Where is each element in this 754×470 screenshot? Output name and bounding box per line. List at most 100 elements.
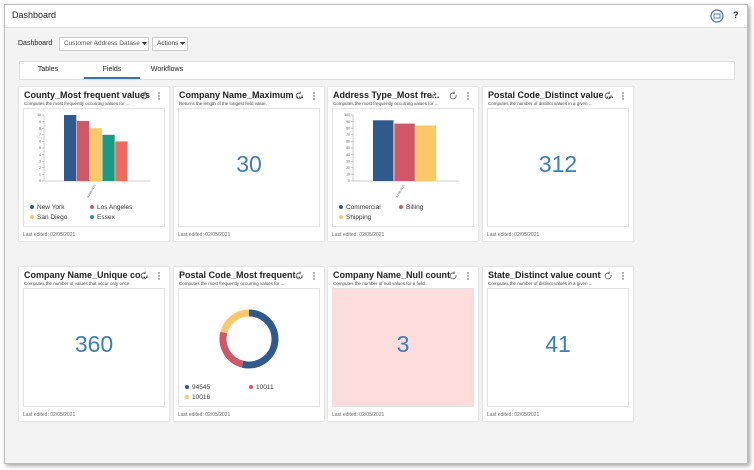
refresh-icon[interactable] [140,91,148,100]
menu-dot [313,275,315,277]
card-title: Postal Code_Distinct value ... [488,90,614,100]
actions-button[interactable]: Actions [152,37,188,51]
card: Company Name_Maximum ... Returns the leng… [174,87,324,241]
dataset-select[interactable]: Customer Address Datase [59,37,149,51]
card-title: Company Name_Unique co... [24,270,149,280]
refresh-icon[interactable] [604,271,612,280]
y-tick-label: 10 [346,173,350,177]
card: State_Distinct value count Computes the n… [483,267,633,421]
card-content: 312 [487,108,629,227]
chart: 94545 10011 10016 [185,309,279,401]
menu-dot [158,278,160,280]
caret-shape [180,42,185,45]
refresh-icon[interactable] [449,91,457,100]
bar [415,125,437,181]
menu-dot [158,92,160,94]
legend-label: Billing [406,204,424,211]
x-tick-label: 02/05/2021 [395,183,406,198]
bar [64,115,77,181]
tab[interactable]: Workflows [142,62,192,79]
tab-label: Workflows [150,66,184,73]
card: Company Name_Unique co... Computes the nu… [19,267,169,421]
icon-set [604,91,624,100]
tab-label: Tables [37,66,59,73]
legend-swatch [185,395,189,399]
menu-dot [313,95,315,97]
y-tick-label: 6 [39,140,41,144]
y-tick-label: 5 [39,146,41,150]
legend-label: 10016 [192,394,210,401]
card-footer: Last edited: 02/05/2021 [332,232,385,238]
refresh-icon[interactable] [295,91,303,100]
bar [394,123,415,181]
y-tick-label: 30 [346,159,350,163]
card-content: 0 1 2 3 4 5 6 7 8 9 10 02/05/2021 New York Los Angele… [23,108,165,227]
metric-value: 3 [396,331,410,357]
app-window: Dashboard ? Dashboard Customer Address D… [4,4,748,464]
donut-segment [241,309,279,369]
menu-dot [622,95,624,97]
icon-set [604,271,624,280]
card: County_Most frequent values Computes the … [19,87,169,241]
help-button[interactable]: ? [733,10,739,20]
header-title: Dashboard [12,10,57,20]
actions-text: Actions [157,40,179,47]
legend-swatch [90,205,94,209]
card-footer: Last edited: 02/05/2021 [332,412,385,418]
y-tick-label: 2 [39,166,41,170]
menu-dot [158,275,160,277]
tab[interactable]: Tables [28,62,68,79]
y-tick-label: 90 [346,120,350,124]
toolbar-label: Dashboard [18,40,53,47]
share-icon[interactable] [430,91,437,99]
refresh-icon[interactable] [140,271,148,280]
y-tick-label: 7 [39,133,41,137]
y-tick-label: 40 [346,153,350,157]
menu-dot [622,98,624,100]
menu-dot [467,95,469,97]
y-tick-label: 0 [39,179,41,183]
card-title: State_Distinct value count [488,270,601,280]
legend-label: Commercial [346,204,381,211]
card-title: Postal Code_Most frequent... [179,270,304,280]
legend-label: New York [37,204,65,211]
layout-button[interactable] [710,9,724,23]
menu-dot [313,98,315,100]
legend-swatch [339,215,343,219]
refresh-icon[interactable] [295,271,303,280]
icon-set [449,271,469,280]
legend-swatch [339,205,343,209]
donut-segment [219,331,244,368]
card-description: Computes the number of distinct values i… [488,101,593,106]
menu-dot [467,275,469,277]
caret [142,42,147,45]
bar [102,134,115,181]
bar [373,120,394,181]
y-tick-label: 70 [346,133,350,137]
card-description: Computes the most frequently occurring v… [24,101,130,106]
card: Postal Code_Most frequent... Computes the… [174,267,324,421]
card: Postal Code_Distinct value ... Computes t… [483,87,633,241]
legend-label: 10011 [256,384,274,391]
icon-set [140,91,160,100]
card-footer: Last edited: 02/05/2021 [487,412,540,418]
card-description: Computes the number of null values for a… [333,281,427,286]
card-content: 3 [332,288,474,407]
refresh-icon[interactable] [604,91,612,100]
caret-shape [142,42,147,45]
menu-dot [158,98,160,100]
card-title: Company Name_Null count [333,270,451,280]
y-tick-label: 1 [39,173,41,177]
card-content: 41 [487,288,629,407]
chart: 0 10 20 30 40 50 60 70 80 90 100 02/05/2021 Commerci… [339,113,459,221]
icon-set [295,271,315,280]
bar [76,120,90,181]
donut-segment [220,309,250,334]
y-tick-label: 3 [39,159,41,163]
legend-swatch [249,385,253,389]
y-tick-label: 50 [346,146,350,150]
tab[interactable]: Fields [84,62,140,79]
refresh-icon[interactable] [449,271,457,280]
dataset-text: Customer Address Datase [64,40,140,47]
